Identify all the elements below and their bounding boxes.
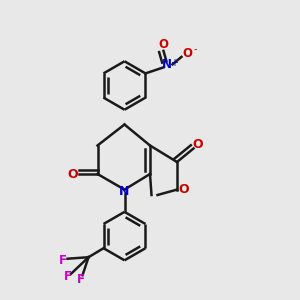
Text: O: O (192, 138, 203, 151)
Text: O: O (182, 47, 193, 60)
Text: O: O (178, 183, 189, 196)
Text: F: F (59, 254, 67, 267)
Text: +: + (170, 58, 178, 68)
Text: O: O (67, 167, 78, 181)
Text: F: F (77, 273, 85, 286)
Text: F: F (64, 270, 71, 283)
Text: N: N (119, 184, 130, 198)
Text: -: - (193, 44, 197, 54)
Text: N: N (161, 58, 172, 71)
Text: O: O (158, 38, 169, 51)
